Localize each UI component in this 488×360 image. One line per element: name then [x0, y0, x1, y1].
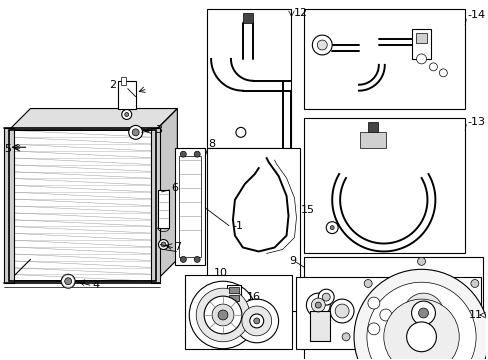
Bar	[150, 129, 160, 283]
Text: -1: -1	[232, 221, 244, 231]
Bar	[228, 287, 239, 293]
Circle shape	[249, 314, 263, 328]
Circle shape	[128, 125, 142, 139]
Circle shape	[329, 226, 333, 230]
Text: 15: 15	[300, 205, 314, 215]
Text: -13: -13	[466, 117, 484, 127]
Bar	[415, 33, 427, 43]
Polygon shape	[155, 108, 177, 281]
Bar	[157, 190, 169, 228]
Text: 10: 10	[214, 268, 227, 278]
Circle shape	[406, 322, 435, 352]
Circle shape	[395, 285, 450, 341]
Circle shape	[403, 293, 443, 333]
Text: -14: -14	[466, 10, 484, 20]
Text: 12: 12	[293, 8, 307, 18]
Circle shape	[353, 269, 488, 360]
Bar	[310, 311, 329, 341]
Circle shape	[122, 109, 131, 120]
Bar	[4, 129, 14, 283]
Circle shape	[439, 69, 447, 77]
Circle shape	[64, 278, 72, 285]
Bar	[207, 148, 300, 311]
Circle shape	[367, 323, 379, 335]
Polygon shape	[9, 108, 177, 130]
Circle shape	[234, 299, 278, 343]
Text: 11: 11	[468, 310, 482, 320]
Text: 7: 7	[174, 243, 181, 252]
Text: 8: 8	[208, 139, 215, 149]
Bar	[243, 13, 252, 23]
Bar	[207, 9, 290, 148]
Circle shape	[196, 288, 249, 342]
Circle shape	[235, 127, 245, 137]
Text: 5: 5	[5, 144, 12, 154]
Circle shape	[366, 282, 475, 360]
Circle shape	[189, 281, 256, 349]
Circle shape	[379, 309, 391, 321]
Text: 9: 9	[289, 256, 296, 266]
Bar	[118, 81, 135, 108]
Bar	[296, 277, 480, 349]
Circle shape	[342, 333, 349, 341]
Circle shape	[194, 151, 200, 157]
Circle shape	[383, 299, 458, 360]
Bar	[179, 156, 201, 257]
Circle shape	[61, 274, 75, 288]
Text: 4: 4	[92, 280, 99, 290]
Circle shape	[180, 151, 186, 157]
Circle shape	[364, 279, 371, 287]
Circle shape	[218, 310, 227, 320]
Bar	[175, 148, 205, 265]
Circle shape	[312, 35, 331, 55]
Circle shape	[416, 54, 426, 64]
Circle shape	[306, 293, 329, 317]
Circle shape	[204, 296, 242, 334]
Circle shape	[212, 304, 233, 326]
Circle shape	[124, 113, 128, 117]
Bar	[185, 275, 292, 349]
Bar	[9, 130, 155, 281]
Bar	[367, 122, 377, 132]
Circle shape	[417, 257, 425, 265]
Circle shape	[470, 279, 478, 287]
Circle shape	[132, 129, 139, 136]
Circle shape	[242, 306, 271, 336]
Bar	[9, 130, 155, 281]
Circle shape	[317, 40, 326, 50]
Bar	[411, 29, 430, 59]
Circle shape	[161, 242, 165, 247]
Text: 16: 16	[246, 292, 260, 302]
Circle shape	[318, 289, 333, 305]
Circle shape	[411, 301, 434, 325]
Circle shape	[322, 293, 329, 301]
Circle shape	[180, 256, 186, 262]
Bar	[359, 132, 385, 148]
Circle shape	[194, 256, 200, 262]
Bar	[304, 257, 482, 360]
Circle shape	[418, 308, 427, 318]
Text: 3: 3	[155, 125, 162, 135]
Circle shape	[329, 299, 353, 323]
Circle shape	[367, 297, 379, 309]
Text: 2: 2	[108, 80, 116, 90]
Circle shape	[311, 298, 325, 312]
Circle shape	[325, 222, 338, 234]
Text: 6: 6	[171, 183, 178, 193]
Bar	[121, 77, 125, 85]
Circle shape	[253, 318, 259, 324]
Circle shape	[158, 239, 168, 249]
Bar	[304, 118, 464, 253]
Bar	[226, 285, 241, 303]
Circle shape	[334, 304, 348, 318]
Circle shape	[315, 302, 321, 308]
Bar	[304, 9, 464, 108]
Circle shape	[428, 63, 436, 71]
Bar	[228, 295, 239, 301]
